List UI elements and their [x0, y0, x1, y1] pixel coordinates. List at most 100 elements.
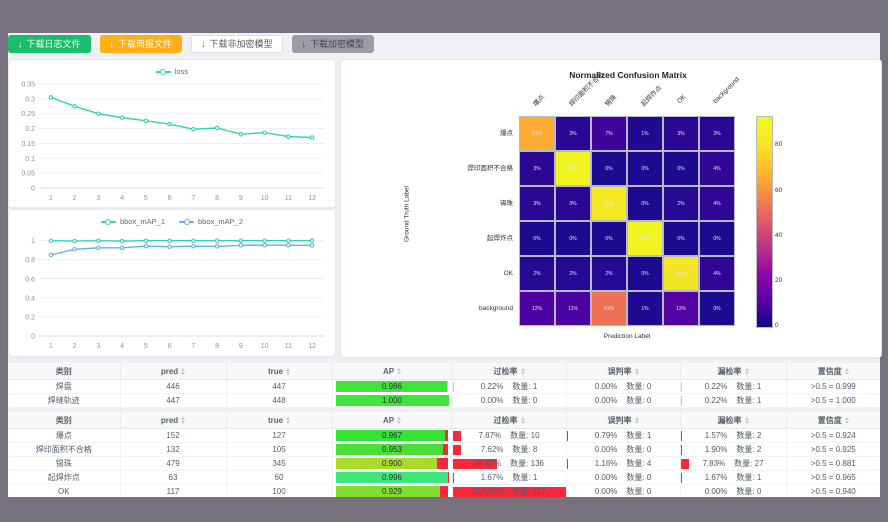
column-label: true — [267, 366, 284, 376]
sort-icon[interactable] — [844, 367, 849, 375]
rate-count: 数量: 0 — [626, 396, 652, 405]
button-label: 下载简报文件 — [118, 38, 173, 49]
confidence-cell: >0.5 = 1.000 — [786, 393, 880, 408]
column-header-mis[interactable]: 误判率 — [566, 363, 681, 380]
legend-label: bbox_mAP_1 — [119, 217, 165, 226]
sort-icon[interactable] — [181, 367, 186, 375]
svg-text:0.15: 0.15 — [21, 141, 35, 148]
download-icon: ↓ — [301, 38, 307, 49]
sort-icon[interactable] — [286, 416, 291, 424]
table-row: 焊印面积不合格 132 105 0.953 7.62% 数量: 8 0.00% 数量: 0 1.… — [8, 442, 880, 457]
ap-value: 0.953 — [381, 445, 403, 454]
svg-text:1: 1 — [49, 195, 53, 202]
matrix-cell: 0% — [519, 221, 555, 256]
legend-marker-icon — [179, 218, 194, 225]
column-header-ap[interactable]: AP — [332, 412, 453, 429]
toolbar: ↓ 下载日志文件 ↓ 下载简报文件 ↓ 下载非加密模型 ↓ 下载加密模型 — [8, 35, 375, 53]
table-row: 焊盘 446 447 0.986 0.22% 数量: 1 0.00% 数量: 0 0.22% 数量… — [8, 379, 880, 394]
column-header-pred[interactable]: pred — [120, 412, 227, 429]
svg-text:4: 4 — [120, 343, 124, 350]
sort-icon[interactable] — [397, 367, 402, 375]
sort-icon[interactable] — [634, 416, 639, 424]
rate-count: 数量: 10 — [510, 431, 540, 440]
matrix-cell: 90% — [591, 186, 627, 221]
over-cell: 0.22% 数量: 1 — [452, 379, 567, 394]
column-header-true[interactable]: true — [226, 412, 333, 429]
rate-count: 数量: 1 — [736, 473, 762, 482]
over-cell: 7.62% 数量: 8 — [452, 442, 567, 457]
rate-percent: 0.00% — [594, 487, 618, 496]
pred-cell: 63 — [120, 470, 227, 485]
column-header-over[interactable]: 过检率 — [452, 412, 567, 429]
ap-remainder-bar — [437, 458, 449, 469]
download-encrypted-model-button[interactable]: ↓ 下载加密模型 — [291, 35, 375, 53]
column-header-mis[interactable]: 误判率 — [566, 412, 681, 429]
svg-text:0.35: 0.35 — [21, 82, 35, 89]
ap-cell: 0.967 — [332, 428, 453, 443]
column-label: 误判率 — [607, 366, 632, 376]
rate-percent: 0.22% — [704, 396, 728, 405]
svg-text:0.2: 0.2 — [25, 126, 35, 133]
mis-cell: 0.00% 数量: 0 — [566, 442, 681, 457]
confidence-cell: >0.5 = 0.965 — [786, 470, 880, 485]
column-header-miss[interactable]: 漏检率 — [680, 363, 787, 380]
column-header-over[interactable]: 过检率 — [452, 363, 567, 380]
rate-count: 数量: 0 — [736, 487, 762, 496]
matrix-row-label: OK — [503, 270, 513, 277]
column-header-conf[interactable]: 置信度 — [786, 363, 880, 380]
column-header-pred[interactable]: pred — [120, 363, 227, 380]
confusion-matrix-title: Normalized Confusion Matrix — [569, 70, 687, 80]
legend-marker-icon — [155, 68, 171, 75]
matrix-cell: 3% — [555, 186, 591, 221]
sort-icon[interactable] — [744, 416, 749, 424]
column-label: pred — [160, 366, 179, 376]
class-cell: 锡珠 — [8, 456, 121, 471]
sort-icon[interactable] — [744, 367, 749, 375]
sort-icon[interactable] — [520, 416, 525, 424]
matrix-cell: 0% — [591, 221, 627, 256]
rate-percent: 1.16% — [594, 459, 618, 468]
rate-count: 数量: 0 — [626, 445, 652, 454]
ap-bar — [335, 444, 444, 455]
svg-text:7: 7 — [191, 195, 195, 202]
legend-item-bbox_mAP_1[interactable]: bbox_mAP_1 — [100, 215, 165, 228]
matrix-cell: 3% — [519, 151, 555, 186]
column-label: 漏检率 — [717, 415, 742, 425]
svg-text:8: 8 — [215, 195, 219, 202]
download-log-button[interactable]: ↓ 下载日志文件 — [8, 35, 91, 53]
legend-item-bbox_mAP_2[interactable]: bbox_mAP_2 — [179, 215, 243, 228]
rate-count: 数量: 117 — [512, 487, 546, 496]
sort-icon[interactable] — [181, 416, 186, 424]
svg-text:11: 11 — [285, 343, 292, 350]
rate-count: 数量: 4 — [626, 459, 652, 468]
miss-rate-bar — [680, 472, 683, 483]
pred-cell: 446 — [120, 379, 227, 394]
column-header-conf[interactable]: 置信度 — [786, 412, 880, 429]
sort-icon[interactable] — [286, 367, 291, 375]
svg-text:0.2: 0.2 — [25, 314, 35, 321]
legend-item-loss[interactable]: loss — [155, 65, 188, 78]
sort-icon[interactable] — [844, 416, 849, 424]
matrix-cell: 0% — [627, 151, 663, 186]
confusion-matrix-card: Normalized Confusion Matrix 81% 3% 7% 1% 3% 3… — [340, 59, 882, 358]
download-report-button[interactable]: ↓ 下载简报文件 — [99, 35, 183, 53]
ap-cell: 1.000 — [332, 393, 453, 408]
matrix-cell: 3% — [699, 116, 735, 151]
button-label: 下载日志文件 — [26, 38, 81, 49]
rate-percent: 7.87% — [478, 431, 502, 440]
class-cell: 焊缝轨迹 — [8, 393, 121, 408]
confidence-cell: >0.5 = 0.999 — [786, 379, 880, 394]
rate-percent: 0.00% — [594, 396, 618, 405]
download-plain-model-button[interactable]: ↓ 下载非加密模型 — [191, 35, 283, 53]
column-header-ap[interactable]: AP — [332, 363, 453, 380]
sort-icon[interactable] — [397, 416, 402, 424]
column-header-miss[interactable]: 漏检率 — [680, 412, 787, 429]
column-header-true[interactable]: true — [226, 363, 333, 380]
ap-bar — [335, 458, 438, 469]
sort-icon[interactable] — [634, 367, 639, 375]
column-label: 类别 — [55, 366, 72, 376]
matrix-cell: 2% — [519, 256, 555, 291]
true-cell: 105 — [226, 442, 333, 457]
sort-icon[interactable] — [520, 367, 525, 375]
mis-cell: 0.00% 数量: 0 — [566, 470, 681, 485]
